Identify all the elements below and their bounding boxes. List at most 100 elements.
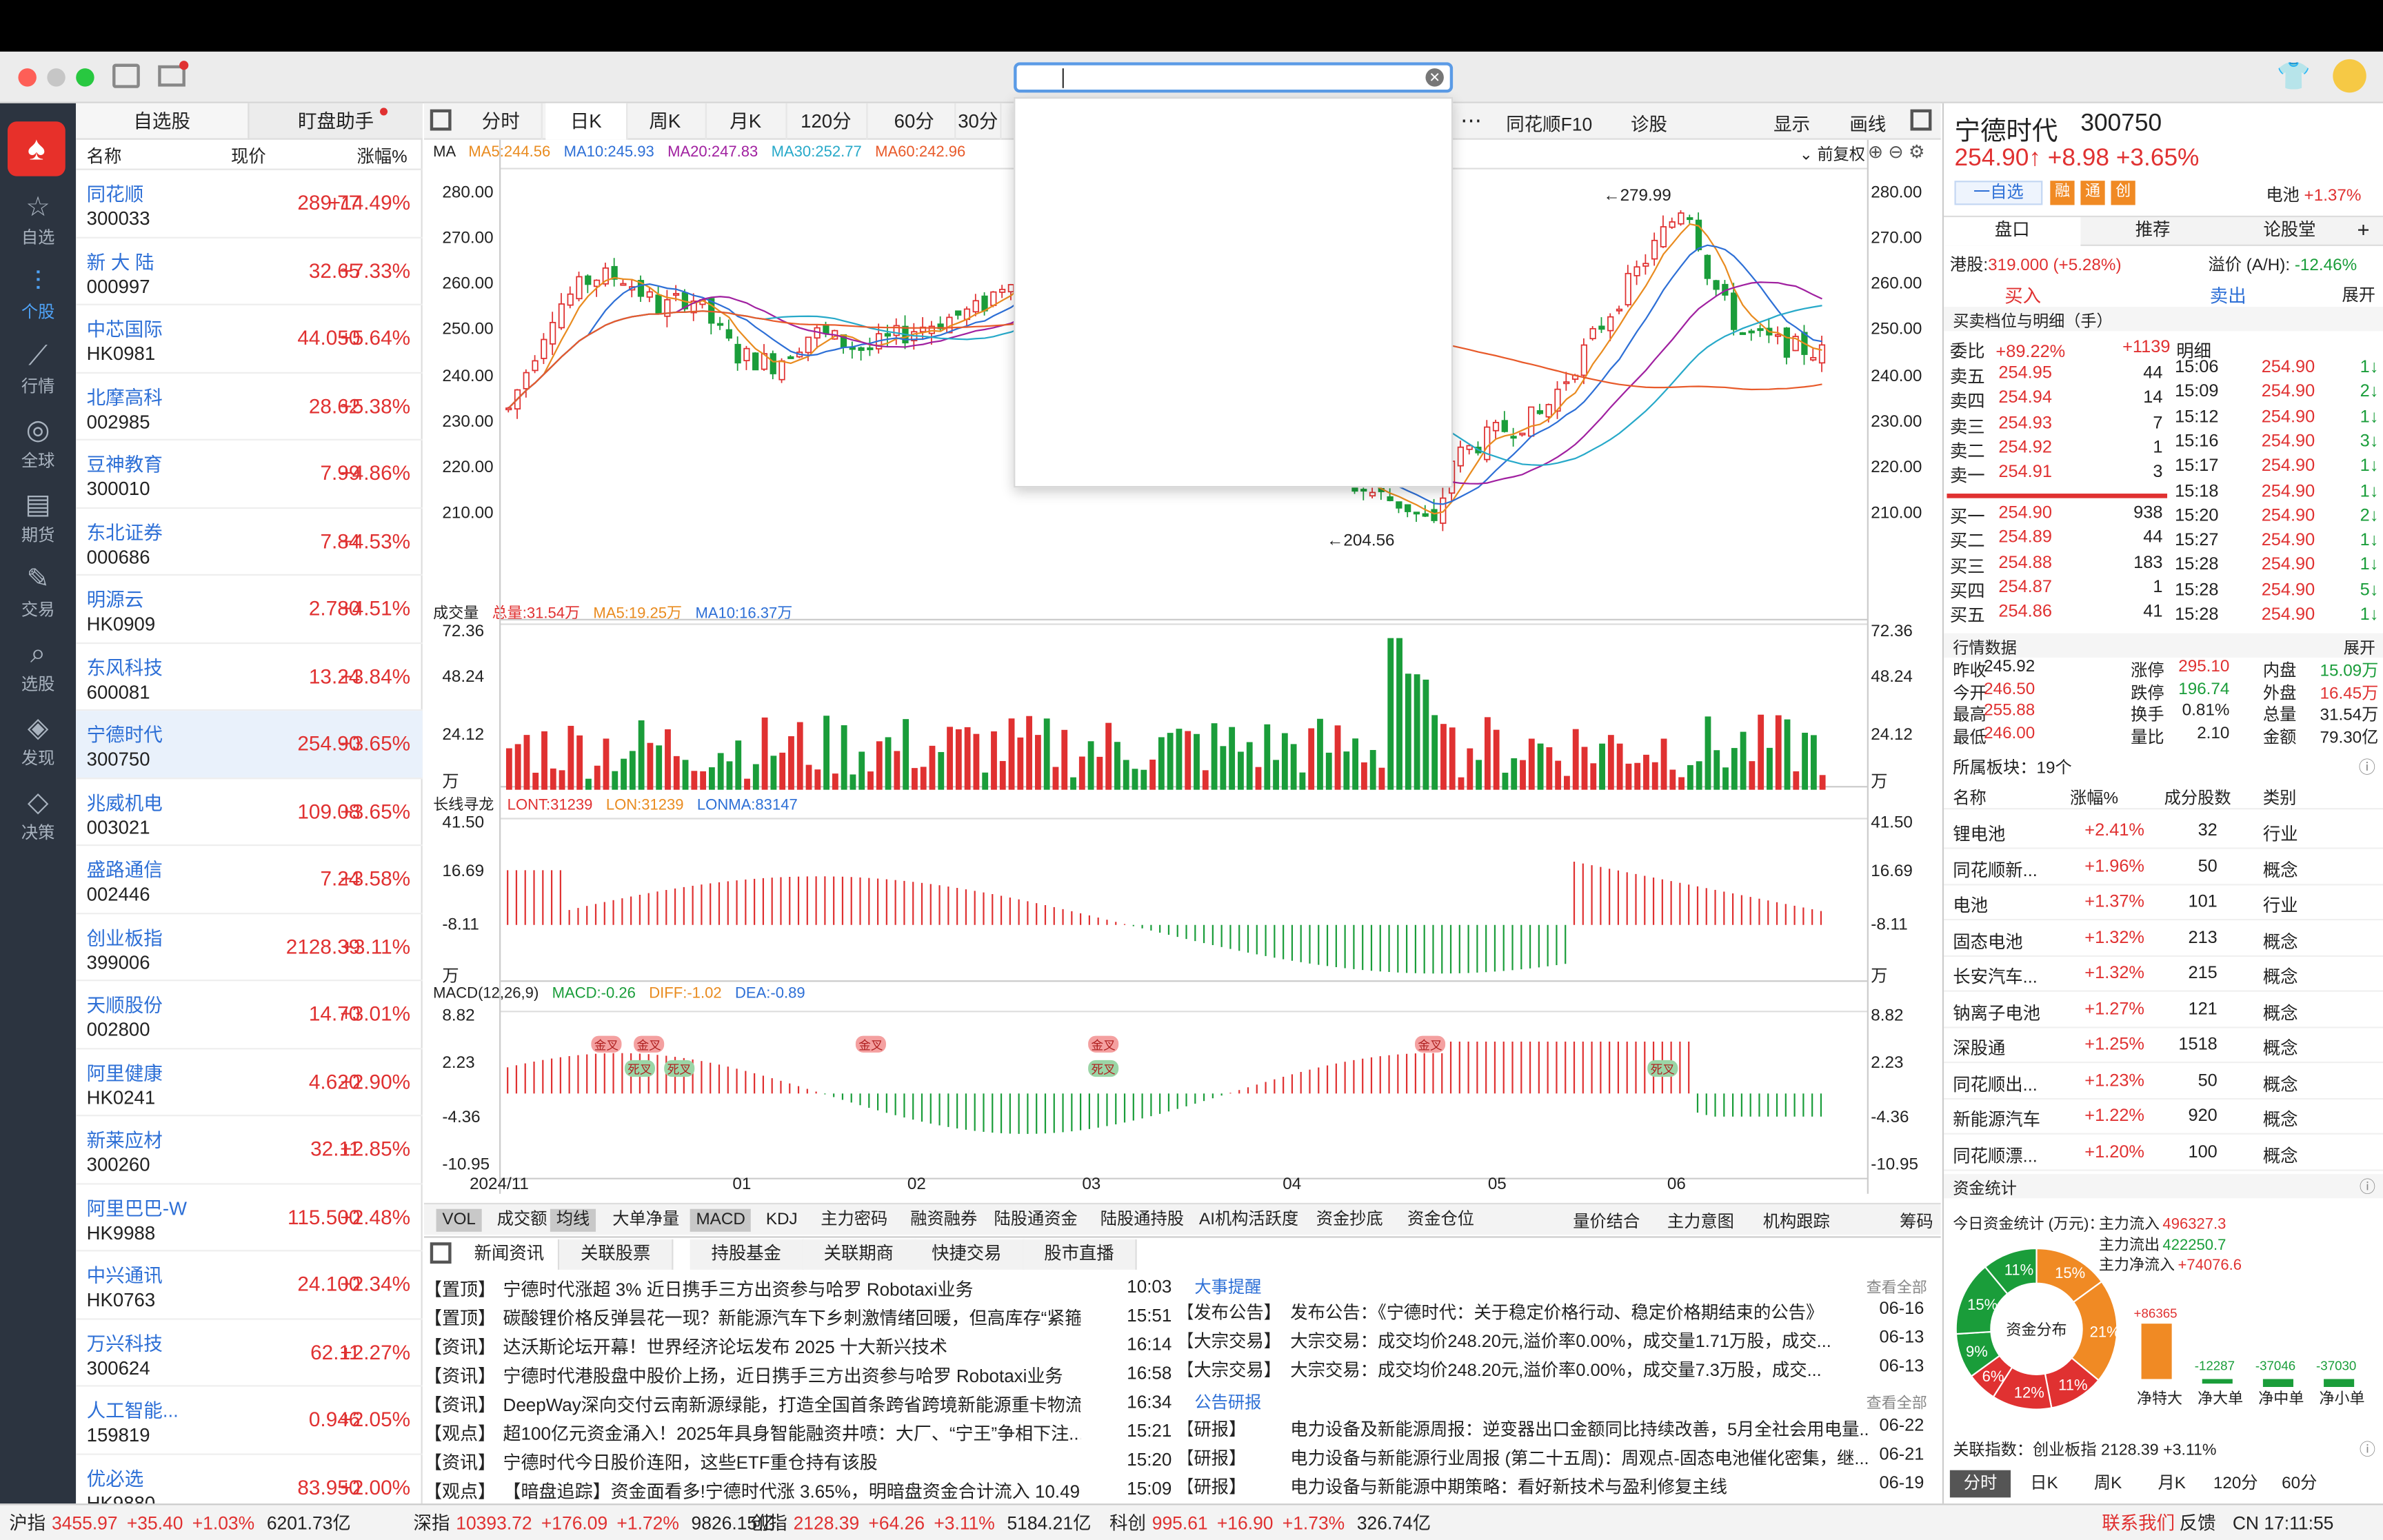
events-see-all[interactable]: 查看全部 <box>1866 1280 1927 1297</box>
feedback-link[interactable]: 反馈 <box>2179 1512 2216 1534</box>
ask-row[interactable]: 卖四 254.94 14 <box>1944 389 2169 414</box>
contact-link[interactable]: 联系我们 <box>2102 1512 2175 1534</box>
tab-period-2[interactable]: 周K <box>625 103 707 140</box>
watchlist-row[interactable]: 天顺股份 002800 14.70 +3.01% <box>76 981 423 1049</box>
news-tab-2[interactable]: 持股基金 <box>690 1239 804 1270</box>
news-tab-3[interactable]: 关联期商 <box>802 1239 917 1270</box>
window-icon[interactable] <box>112 63 140 88</box>
draw-menu[interactable]: 画线 <box>1849 114 1887 136</box>
board-col-type[interactable]: 类别 <box>2262 789 2297 809</box>
watchlist-row[interactable]: 同花顺 300033 289.77 +14.49% <box>76 170 423 238</box>
bid-row[interactable]: 买一 254.90 938 <box>1944 504 2169 529</box>
watchlist-row[interactable]: 万兴科技 300624 62.11 +2.27% <box>76 1319 423 1387</box>
panel-toggle-icon[interactable] <box>1910 109 1932 131</box>
mail-icon[interactable] <box>158 65 185 87</box>
minimize-window-button[interactable] <box>47 68 66 87</box>
watchlist-row[interactable]: 东北证券 000686 7.84 +4.53% <box>76 508 423 576</box>
board-row[interactable]: 锂电池 +2.41% 32 行业 <box>1944 814 2383 849</box>
indicator-tab-2[interactable]: 均线 <box>550 1208 596 1232</box>
board-row[interactable]: 电池 +1.37% 101 行业 <box>1944 885 2383 921</box>
watchlist-row[interactable]: 人工智能... 159819 0.946 +2.05% <box>76 1387 423 1455</box>
news-item[interactable]: 【资讯】 达沃斯论坛开幕！世界经济论坛发布 2025 十大新兴技术 16:14 <box>424 1333 1179 1362</box>
watchlist-row[interactable]: 中芯国际 HK0981 44.050 +5.64% <box>76 305 423 373</box>
watchlist-row[interactable]: 宁德时代 300750 254.90 +3.65% <box>76 711 423 779</box>
news-tab-4[interactable]: 快捷交易 <box>910 1239 1025 1270</box>
news-item[interactable]: 【资讯】 宁德时代今日股价连阳，这些ETF重仓持有该股 15:20 <box>424 1449 1179 1478</box>
events-item[interactable]: 【大宗交易】大宗交易：成交均价248.20元,溢价率0.00%，成交量1.71万… <box>1189 1329 1933 1358</box>
research-see-all[interactable]: 查看全部 <box>1866 1395 1927 1412</box>
chart-tab-1[interactable]: 日K <box>2030 1475 2058 1493</box>
more-tabs-icon[interactable]: ⋯ <box>1460 108 1482 132</box>
tab-watchlist[interactable]: 自选股 <box>76 103 248 140</box>
board-row[interactable]: 钠离子电池 +1.27% 121 概念 <box>1944 993 2383 1028</box>
board-row[interactable]: 长安汽车... +1.32% 215 概念 <box>1944 957 2383 992</box>
col-change[interactable]: 涨幅% <box>356 148 408 168</box>
expand-market[interactable]: 展开 <box>2343 639 2376 658</box>
nav-stock-picker[interactable]: ⌕ 选股 <box>0 629 76 698</box>
news-item[interactable]: 【置顶】 宁德时代涨超 3% 近日携手三方出资参与哈罗 Robotaxi业务 10:… <box>424 1276 1179 1305</box>
indicator-tab-12[interactable]: 资金仓位 <box>1407 1210 1474 1229</box>
sidebar-toggle-icon[interactable] <box>430 109 452 131</box>
clear-search-icon[interactable]: ✕ <box>1425 68 1444 87</box>
nav-chart-line[interactable]: ⟋ 行情 <box>0 331 76 401</box>
bid-row[interactable]: 买二 254.89 44 <box>1944 529 2169 554</box>
tab-period-5[interactable]: 60分 <box>874 103 956 140</box>
research-item[interactable]: 【研报】 电力设备与新能源行业周报 (第二十五周)：周观点-固态电池催化密集，继.… <box>1189 1446 1933 1475</box>
indicator-right-3[interactable]: 筹码 <box>1900 1213 1933 1232</box>
expand-trade[interactable]: 展开 <box>2342 287 2376 305</box>
search-box[interactable]: ✕ <box>1014 62 1454 93</box>
tab-monitor[interactable]: 盯盘助手 <box>248 103 423 140</box>
watchlist-row[interactable]: 东风科技 600081 13.24 +3.84% <box>76 643 423 711</box>
col-price[interactable]: 现价 <box>231 148 266 168</box>
news-item[interactable]: 【资讯】 宁德时代港股盘中股价上扬，近日携手三方出资参与哈罗 Robotaxi业务… <box>424 1362 1179 1391</box>
news-item[interactable]: 【置顶】 碳酸锂价格反弹昙花一现？新能源汽车下乡刺激情绪回暖，但高库存“紧箍...… <box>424 1305 1179 1334</box>
bid-row[interactable]: 买三 254.88 183 <box>1944 554 2169 578</box>
indicator-right-0[interactable]: 量价结合 <box>1573 1213 1640 1232</box>
index-ticker[interactable]: 科创 995.61 +16.90 +1.73% 326.74亿 <box>1109 1505 1431 1540</box>
app-logo[interactable]: ♠ <box>8 121 66 176</box>
avatar[interactable] <box>2333 59 2366 93</box>
index-ticker[interactable]: 深指 10393.72 +176.09 +1.72% 9826.15亿 <box>414 1505 776 1540</box>
shirt-icon[interactable]: 👕 <box>2276 61 2311 92</box>
tab-order-book[interactable]: 盘口 <box>1944 217 2081 246</box>
news-item[interactable]: 【观点】 【暗盘追踪】资金面看多!宁德时代涨 3.65%，明暗盘资金合计流入 10… <box>424 1478 1179 1507</box>
maximize-window-button[interactable] <box>76 68 94 87</box>
indicator-tab-1[interactable]: 成交额 <box>496 1210 547 1229</box>
board-row[interactable]: 同花顺出... +1.23% 50 概念 <box>1944 1064 2383 1100</box>
board-col-pct[interactable]: 涨幅% <box>2069 789 2119 809</box>
nav-diamond[interactable]: ◇ 决策 <box>0 778 76 847</box>
chart-tab-4[interactable]: 120分 <box>2213 1475 2258 1493</box>
nav-globe[interactable]: ◎ 全球 <box>0 405 76 475</box>
tab-period-1[interactable]: 日K <box>545 103 628 140</box>
ask-row[interactable]: 卖一 254.91 3 <box>1944 463 2169 488</box>
indicator-tab-10[interactable]: AI机构活跃度 <box>1199 1210 1299 1229</box>
board-col-count[interactable]: 成分股数 <box>2164 789 2231 809</box>
indicator-right-2[interactable]: 机构跟踪 <box>1762 1213 1830 1232</box>
tab-forum[interactable]: 论股堂 <box>2263 221 2316 241</box>
nav-compass[interactable]: ◈ 发现 <box>0 703 76 773</box>
tab-recommend[interactable]: 推荐 <box>2135 221 2171 241</box>
events-item[interactable]: 【大宗交易】大宗交易：成交均价248.20元,溢价率0.00%，成交量7.3万股… <box>1189 1358 1933 1387</box>
show-menu[interactable]: 显示 <box>1773 114 1811 136</box>
search-input[interactable] <box>1047 66 1412 90</box>
indicator-tab-11[interactable]: 资金抄底 <box>1316 1210 1383 1229</box>
close-window-button[interactable] <box>18 68 37 87</box>
index-ticker[interactable]: 沪指 3455.97 +35.40 +1.03% 6201.73亿 <box>9 1505 351 1540</box>
tab-period-6[interactable]: 30分 <box>956 103 1002 140</box>
fund-info-icon[interactable]: ⓘ <box>2359 1178 2376 1197</box>
sell-button[interactable]: 卖出 <box>2209 285 2246 307</box>
watchlist-row[interactable]: 优必选 HK9880 83.950 +2.00% <box>76 1455 423 1522</box>
indicator-tab-5[interactable]: KDJ <box>765 1210 798 1229</box>
collapse-news-icon[interactable] <box>430 1242 452 1264</box>
indicator-tab-3[interactable]: 大单净量 <box>612 1210 680 1229</box>
news-tab-1[interactable]: 关联股票 <box>559 1239 674 1270</box>
nav-futures[interactable]: ▤ 期货 <box>0 480 76 549</box>
watchlist-row[interactable]: 创业板指 399006 2128.39 +3.11% <box>76 913 423 982</box>
indicator-tab-6[interactable]: 主力密码 <box>821 1210 888 1229</box>
chart-tab-2[interactable]: 周K <box>2093 1475 2122 1493</box>
research-item[interactable]: 【研报】 电力设备及新能源周报：逆变器出口金额同比持续改善，5月全社会用电量...… <box>1189 1417 1933 1446</box>
board-row[interactable]: 固态电池 +1.32% 213 概念 <box>1944 921 2383 956</box>
nav-trade[interactable]: ✎ 交易 <box>0 554 76 624</box>
adjust-dropdown[interactable]: ⌄ 前复权 <box>1799 145 1865 164</box>
